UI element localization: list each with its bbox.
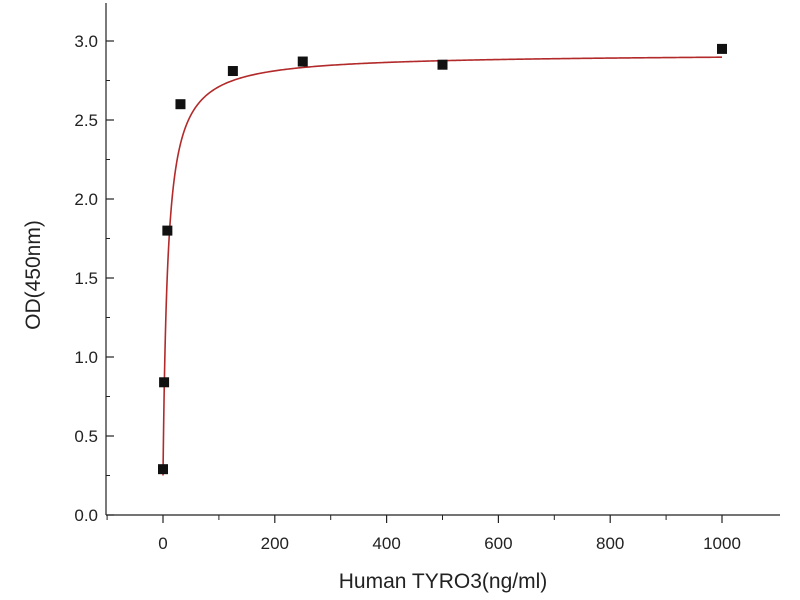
y-tick-label: 0.0 (74, 506, 98, 525)
x-tick-label: 200 (261, 534, 289, 553)
y-tick-label: 2.0 (74, 190, 98, 209)
data-point (159, 377, 170, 388)
data-point (158, 464, 168, 475)
data-point (717, 43, 727, 54)
y-tick-label: 2.5 (74, 111, 98, 130)
y-tick-label: 0.5 (74, 427, 98, 446)
x-axis-title: Human TYRO3(ng/ml) (339, 570, 548, 593)
data-point (162, 225, 173, 236)
x-tick-label: 600 (484, 534, 512, 553)
x-tick-label: 1000 (703, 534, 741, 553)
data-point (175, 99, 186, 110)
x-tick-label: 800 (596, 534, 624, 553)
y-tick-label: 1.0 (74, 348, 98, 367)
plot-frame (105, 3, 780, 516)
y-tick-label: 1.5 (74, 269, 98, 288)
y-axis-title: OD(450nm) (22, 220, 45, 330)
x-axis-ticks: 0 200 400 600 800 1000 (106, 515, 741, 553)
x-tick-label: 0 (158, 534, 167, 553)
y-axis-ticks: 0.0 0.5 1.0 1.5 2.0 2.5 3.0 (74, 32, 114, 525)
data-point (297, 56, 308, 67)
fit-curve (162, 56, 723, 476)
y-tick-label: 3.0 (74, 32, 98, 51)
x-tick-label: 400 (372, 534, 400, 553)
data-points (158, 43, 727, 475)
data-point (227, 66, 238, 77)
data-point (437, 59, 448, 70)
